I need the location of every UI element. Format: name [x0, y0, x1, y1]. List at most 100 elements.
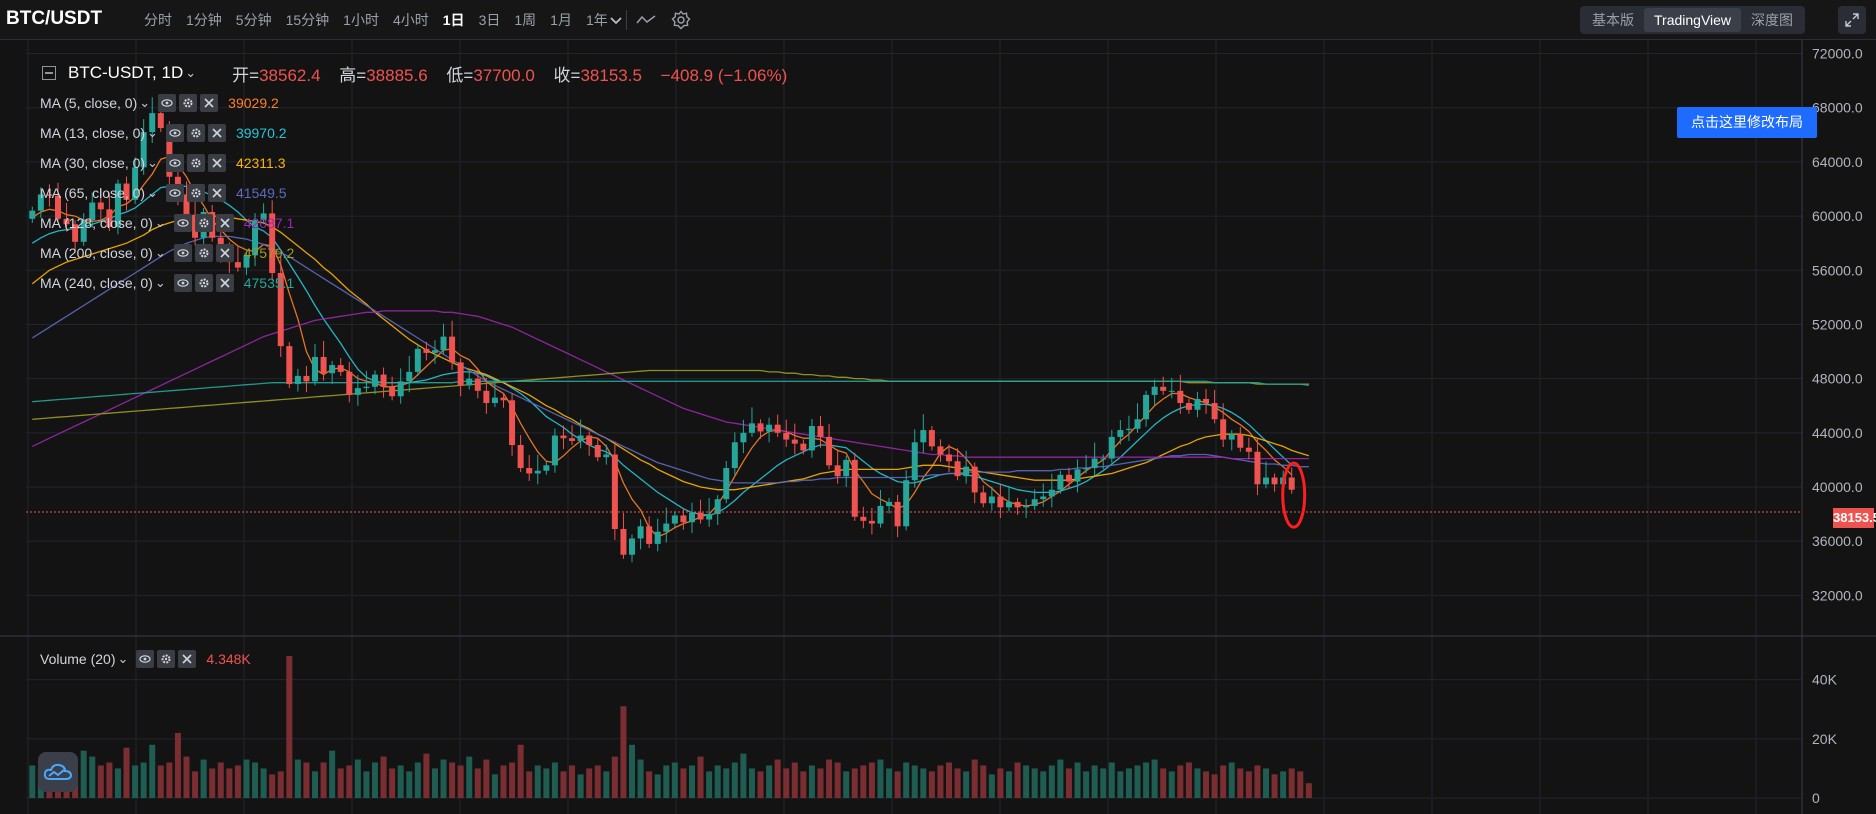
indicator-label[interactable]: MA (200, close, 0): [40, 245, 153, 261]
interval-tab[interactable]: 1分钟: [186, 12, 222, 28]
interval-tab[interactable]: 分时: [144, 12, 172, 28]
eye-icon[interactable]: [165, 124, 184, 142]
gear-icon[interactable]: [186, 124, 205, 142]
volume-bar: [1074, 762, 1081, 798]
chevron-down-icon[interactable]: ⌄: [185, 65, 197, 80]
ma-line: [31, 155, 1293, 538]
interval-tab[interactable]: 1年: [585, 12, 608, 28]
volume-bar: [569, 765, 576, 798]
indicator-label[interactable]: MA (240, close, 0): [40, 275, 153, 291]
eye-icon[interactable]: [136, 650, 155, 668]
close-icon[interactable]: [215, 214, 234, 232]
tradingview-logo[interactable]: [38, 752, 78, 792]
close-icon[interactable]: [178, 650, 197, 668]
gear-icon[interactable]: [669, 8, 693, 32]
close-icon[interactable]: [215, 274, 234, 292]
chevron-down-icon[interactable]: ⌄: [147, 155, 158, 170]
close-icon[interactable]: [207, 124, 226, 142]
indicator-value: 47535.1: [243, 275, 295, 291]
volume-bar: [748, 768, 755, 798]
eye-icon[interactable]: [173, 244, 192, 262]
candle-body: [611, 454, 618, 529]
volume-bar: [723, 768, 730, 798]
gear-icon[interactable]: [186, 184, 205, 202]
candle-body: [474, 378, 481, 391]
gear-icon[interactable]: [179, 94, 198, 112]
eye-icon[interactable]: [173, 274, 192, 292]
indicator-label[interactable]: MA (30, close, 0): [40, 155, 146, 171]
candle-body: [54, 195, 61, 219]
ma-indicator-row: MA (65, close, 0) ⌄ 41549.5: [40, 178, 801, 208]
symbol-name[interactable]: BTC-USDT, 1D: [68, 63, 184, 82]
indicator-label[interactable]: MA (13, close, 0): [40, 125, 146, 141]
eye-icon[interactable]: [165, 184, 184, 202]
interval-tab[interactable]: 1月: [550, 12, 572, 28]
gear-icon[interactable]: [194, 214, 213, 232]
interval-tab[interactable]: 15分钟: [285, 12, 330, 28]
ma-indicator-row: MA (200, close, 0) ⌄ 47579.2: [40, 238, 801, 268]
view-tab[interactable]: 深度图: [1751, 12, 1794, 28]
candle-body: [1254, 451, 1261, 485]
interval-tab[interactable]: 3日: [478, 12, 501, 28]
close-icon[interactable]: [215, 244, 234, 262]
chevron-down-icon[interactable]: ⌄: [154, 215, 166, 230]
view-tab[interactable]: 基本版: [1592, 12, 1634, 28]
chevron-down-icon[interactable]: [604, 8, 628, 32]
interval-tab[interactable]: 1日: [442, 12, 465, 28]
price-chart[interactable]: 72000.0 68000.0 64000.0 60000.0 56000.0 52000…: [0, 40, 1876, 814]
eye-icon[interactable]: [158, 94, 177, 112]
candle-body: [363, 386, 370, 389]
interval-tab[interactable]: 4小时: [392, 12, 429, 28]
candle-body: [80, 220, 87, 242]
gear-icon[interactable]: [194, 244, 213, 262]
gear-icon[interactable]: [186, 154, 205, 172]
pair-title[interactable]: BTC/USDT: [6, 8, 103, 29]
indicator-label[interactable]: MA (65, close, 0): [40, 185, 146, 201]
indicator-label[interactable]: MA (5, close, 0): [40, 95, 138, 111]
volume-bar: [337, 768, 344, 798]
collapse-icon[interactable]: [42, 66, 56, 80]
chevron-down-icon[interactable]: ⌄: [154, 275, 166, 290]
volume-bar: [329, 750, 336, 798]
candle-body: [37, 194, 44, 211]
gear-icon[interactable]: [194, 274, 213, 292]
candle-body: [1228, 434, 1235, 440]
ma-indicator-row: MA (5, close, 0) ⌄ 39029.2: [40, 88, 801, 118]
open-value: 38562.4: [259, 65, 321, 85]
price-axis-label: 32000.0: [1812, 587, 1863, 603]
close-icon[interactable]: [207, 184, 226, 202]
candle-body: [406, 371, 413, 382]
candle-body: [560, 435, 567, 439]
view-tab[interactable]: TradingView: [1644, 8, 1742, 32]
volume-bar: [551, 762, 558, 798]
close-icon[interactable]: [207, 154, 226, 172]
chevron-down-icon[interactable]: ⌄: [139, 95, 151, 110]
candle-body: [1194, 398, 1201, 410]
candle-body: [132, 167, 139, 200]
chevron-down-icon[interactable]: ⌄: [147, 185, 158, 200]
gear-icon[interactable]: [157, 650, 176, 668]
interval-tab[interactable]: 5分钟: [235, 12, 272, 28]
volume-bar: [294, 759, 301, 798]
candle-body: [1263, 477, 1270, 485]
interval-tab[interactable]: 1小时: [343, 12, 379, 28]
volume-bar: [826, 759, 833, 798]
close-icon[interactable]: [200, 94, 219, 112]
close-label: 收=: [553, 65, 581, 85]
chevron-down-icon[interactable]: ⌄: [154, 245, 166, 260]
candle-body: [526, 468, 533, 474]
chevron-down-icon[interactable]: ⌄: [117, 651, 129, 666]
eye-icon[interactable]: [173, 214, 192, 232]
fullscreen-button[interactable]: [1838, 6, 1866, 34]
candle-body: [1014, 501, 1021, 508]
chevron-down-icon[interactable]: ⌄: [147, 125, 158, 140]
volume-bar: [1014, 762, 1021, 798]
high-label: 高=: [339, 65, 367, 85]
layout-tip-button[interactable]: 点击这里修改布局: [1677, 107, 1817, 138]
volume-bar: [440, 759, 447, 798]
interval-tab[interactable]: 1周: [514, 12, 537, 28]
eye-icon[interactable]: [165, 154, 184, 172]
line-chart-icon[interactable]: [634, 8, 658, 32]
volume-label[interactable]: Volume (20): [40, 651, 116, 667]
indicator-label[interactable]: MA (128, close, 0): [40, 215, 153, 231]
